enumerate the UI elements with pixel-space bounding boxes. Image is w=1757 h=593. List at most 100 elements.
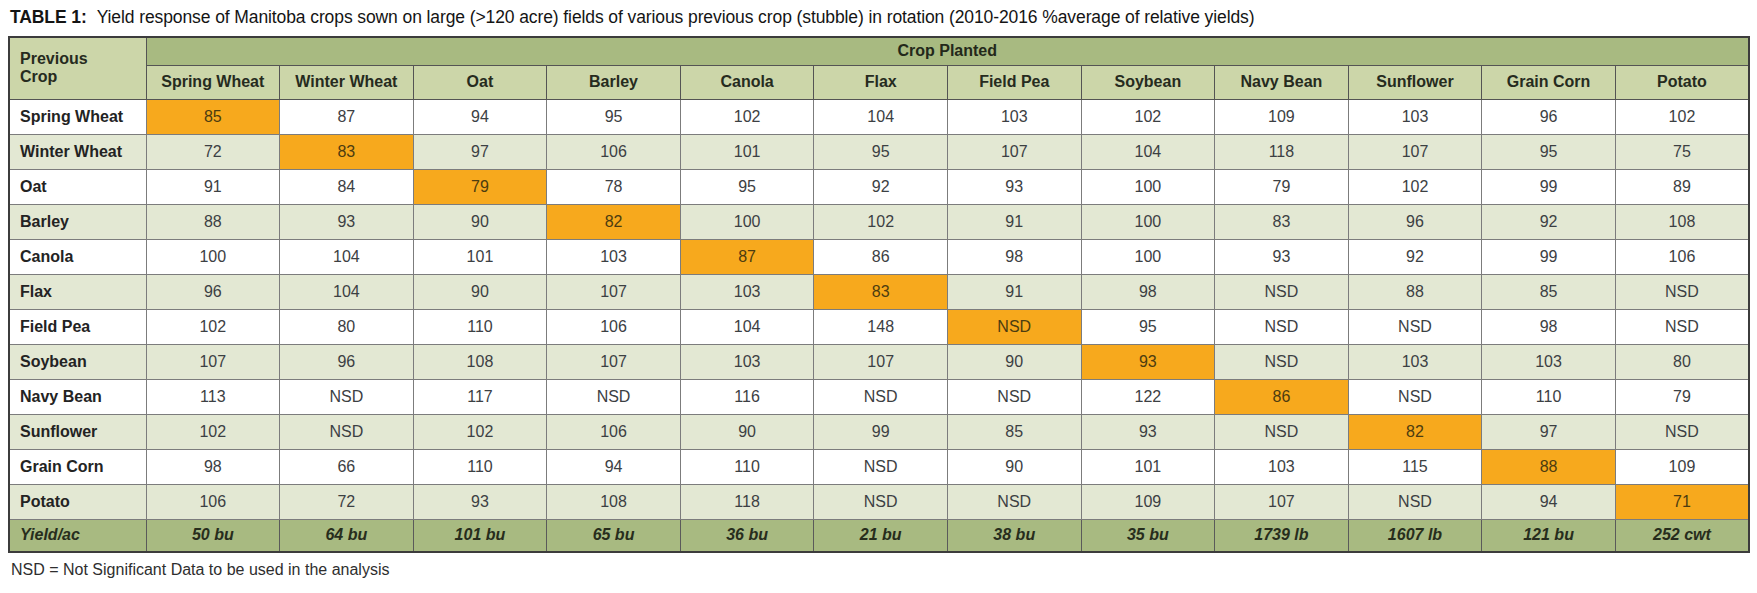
data-cell: 107 bbox=[947, 134, 1081, 169]
corner-header-line: Crop bbox=[20, 68, 142, 86]
highlighted-data-cell: 79 bbox=[413, 169, 547, 204]
data-cell: NSD bbox=[814, 379, 948, 414]
data-cell: 110 bbox=[1482, 379, 1616, 414]
data-cell: 122 bbox=[1081, 379, 1215, 414]
data-cell: 106 bbox=[146, 484, 280, 519]
data-cell: 90 bbox=[413, 274, 547, 309]
data-cell: 115 bbox=[1348, 449, 1482, 484]
yield-cell: 64 bu bbox=[280, 519, 414, 552]
data-cell: 99 bbox=[814, 414, 948, 449]
data-cell: 98 bbox=[1081, 274, 1215, 309]
data-cell: 90 bbox=[413, 204, 547, 239]
row-label: Sunflower bbox=[9, 414, 146, 449]
data-cell: 104 bbox=[280, 239, 414, 274]
data-cell: 91 bbox=[146, 169, 280, 204]
table-row: Sunflower102NSD10210690998593NSD8297NSD bbox=[9, 414, 1749, 449]
data-cell: 95 bbox=[680, 169, 814, 204]
yield-cell: 21 bu bbox=[814, 519, 948, 552]
data-cell: 95 bbox=[547, 99, 681, 134]
table-title-text: Yield response of Manitoba crops sown on… bbox=[97, 7, 1255, 27]
data-cell: NSD bbox=[280, 379, 414, 414]
row-label: Soybean bbox=[9, 344, 146, 379]
data-cell: NSD bbox=[1215, 414, 1349, 449]
highlighted-data-cell: 82 bbox=[547, 204, 681, 239]
data-cell: 103 bbox=[547, 239, 681, 274]
data-cell: 103 bbox=[1348, 99, 1482, 134]
column-header: Barley bbox=[547, 65, 681, 99]
row-label: Grain Corn bbox=[9, 449, 146, 484]
row-label: Canola bbox=[9, 239, 146, 274]
data-cell: 100 bbox=[680, 204, 814, 239]
column-header: Field Pea bbox=[947, 65, 1081, 99]
row-label: Field Pea bbox=[9, 309, 146, 344]
row-label: Navy Bean bbox=[9, 379, 146, 414]
column-header: Potato bbox=[1615, 65, 1749, 99]
data-cell: NSD bbox=[1348, 484, 1482, 519]
highlighted-data-cell: 83 bbox=[280, 134, 414, 169]
data-cell: 110 bbox=[680, 449, 814, 484]
corner-header-line: Previous bbox=[20, 50, 142, 68]
group-header-crop-planted: Crop Planted bbox=[146, 37, 1749, 65]
data-cell: 107 bbox=[1215, 484, 1349, 519]
table-body: Spring Wheat8587949510210410310210910396… bbox=[9, 99, 1749, 552]
data-cell: 93 bbox=[1215, 239, 1349, 274]
data-cell: 113 bbox=[146, 379, 280, 414]
data-cell: 91 bbox=[947, 274, 1081, 309]
data-cell: 108 bbox=[547, 484, 681, 519]
data-cell: 103 bbox=[1215, 449, 1349, 484]
data-cell: 100 bbox=[1081, 239, 1215, 274]
data-cell: 106 bbox=[547, 414, 681, 449]
table-footnote: NSD = Not Significant Data to be used in… bbox=[11, 561, 1750, 579]
data-cell: 83 bbox=[1215, 204, 1349, 239]
data-cell: 106 bbox=[1615, 239, 1749, 274]
data-cell: 110 bbox=[413, 309, 547, 344]
data-cell: 97 bbox=[413, 134, 547, 169]
data-cell: NSD bbox=[947, 484, 1081, 519]
data-cell: 116 bbox=[680, 379, 814, 414]
data-cell: 90 bbox=[947, 449, 1081, 484]
table-head: PreviousCropCrop PlantedSpring WheatWint… bbox=[9, 37, 1749, 99]
data-cell: 92 bbox=[1348, 239, 1482, 274]
table-row: Oat91847978959293100791029989 bbox=[9, 169, 1749, 204]
row-label: Potato bbox=[9, 484, 146, 519]
yield-cell: 1607 lb bbox=[1348, 519, 1482, 552]
data-cell: 104 bbox=[814, 99, 948, 134]
data-cell: 66 bbox=[280, 449, 414, 484]
yield-cell: 35 bu bbox=[1081, 519, 1215, 552]
data-cell: 103 bbox=[947, 99, 1081, 134]
table-row: Navy Bean113NSD117NSD116NSDNSD12286NSD11… bbox=[9, 379, 1749, 414]
header-row-group: PreviousCropCrop Planted bbox=[9, 37, 1749, 65]
yield-cell: 50 bu bbox=[146, 519, 280, 552]
data-cell: 96 bbox=[1482, 99, 1616, 134]
data-cell: 95 bbox=[814, 134, 948, 169]
table-row: Potato1067293108118NSDNSD109107NSD9471 bbox=[9, 484, 1749, 519]
data-cell: 99 bbox=[1482, 239, 1616, 274]
data-cell: 108 bbox=[413, 344, 547, 379]
data-cell: 102 bbox=[814, 204, 948, 239]
data-cell: 103 bbox=[680, 274, 814, 309]
table-row: Spring Wheat8587949510210410310210910396… bbox=[9, 99, 1749, 134]
data-cell: 104 bbox=[280, 274, 414, 309]
data-cell: 96 bbox=[280, 344, 414, 379]
data-cell: 90 bbox=[947, 344, 1081, 379]
row-label: Winter Wheat bbox=[9, 134, 146, 169]
data-cell: 94 bbox=[547, 449, 681, 484]
column-header: Navy Bean bbox=[1215, 65, 1349, 99]
data-cell: 85 bbox=[947, 414, 1081, 449]
data-cell: NSD bbox=[547, 379, 681, 414]
data-cell: 98 bbox=[146, 449, 280, 484]
data-cell: 107 bbox=[814, 344, 948, 379]
data-cell: 102 bbox=[413, 414, 547, 449]
data-cell: NSD bbox=[1215, 309, 1349, 344]
data-cell: 99 bbox=[1482, 169, 1616, 204]
data-cell: NSD bbox=[1615, 274, 1749, 309]
data-cell: 95 bbox=[1482, 134, 1616, 169]
highlighted-data-cell: NSD bbox=[947, 309, 1081, 344]
yield-cell: 1739 lb bbox=[1215, 519, 1349, 552]
data-cell: 100 bbox=[1081, 204, 1215, 239]
highlighted-data-cell: 87 bbox=[680, 239, 814, 274]
data-cell: NSD bbox=[1615, 414, 1749, 449]
yield-row: Yield/ac50 bu64 bu101 bu65 bu36 bu21 bu3… bbox=[9, 519, 1749, 552]
data-cell: 80 bbox=[280, 309, 414, 344]
data-cell: 94 bbox=[413, 99, 547, 134]
